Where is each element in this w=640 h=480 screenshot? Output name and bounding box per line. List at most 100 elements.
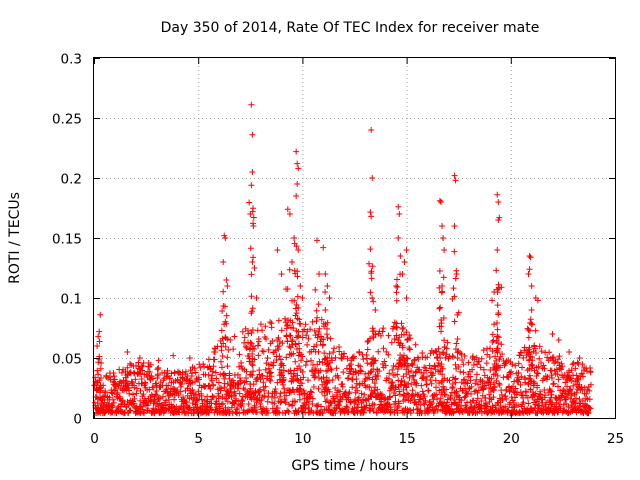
data-point [252,387,259,394]
data-point [535,370,542,377]
data-point [403,247,410,253]
data-point [143,399,150,406]
data-point [525,326,532,333]
data-point [403,295,410,301]
data-point [309,395,316,402]
data-point [289,375,296,382]
x-tick-label: 15 [399,431,416,447]
data-point [379,328,386,335]
data-point [140,360,147,367]
data-point [548,388,555,395]
data-point [258,396,265,403]
data-point [433,391,440,398]
data-point [440,235,447,241]
data-point [96,338,103,345]
data-point [219,308,226,315]
data-point [536,355,543,362]
data-point [438,361,445,368]
data-point [324,367,331,374]
data-point [276,376,283,383]
data-point [393,289,400,296]
data-point [256,392,263,399]
data-point [245,327,252,334]
data-point [435,345,442,352]
data-point [406,332,413,339]
data-point [95,359,102,366]
data-point [440,315,447,322]
data-point [360,409,367,416]
data-point [283,354,290,361]
data-point [219,400,226,407]
data-point [405,391,412,398]
data-point [349,376,356,383]
data-point [171,396,178,403]
data-point [424,354,431,361]
data-point [503,395,510,402]
data-point [360,356,367,363]
data-point [586,396,593,403]
y-axis-label: ROTI / TECUs [7,192,23,284]
data-point [396,388,403,395]
data-point [424,373,431,380]
data-point [550,380,557,387]
data-point [165,382,172,389]
data-point [427,377,434,384]
data-point [490,379,497,386]
data-point [443,351,450,358]
data-point [354,387,361,394]
data-point [308,389,315,396]
data-point [215,379,222,386]
data-point [286,389,293,396]
data-point [378,405,385,412]
data-point [490,337,497,344]
data-point [98,359,105,366]
data-point [247,381,254,388]
data-point [267,319,274,326]
data-point [396,342,403,349]
data-point [437,304,444,311]
data-point [282,315,289,322]
data-point [381,358,388,365]
data-point [366,384,373,391]
data-point [409,362,416,369]
data-point [534,384,541,391]
data-point [186,355,193,361]
data-point [223,312,230,319]
data-point [226,370,233,377]
data-point [453,267,460,274]
data-point [243,378,250,385]
data-point [455,363,462,370]
data-point [276,393,283,400]
data-point [456,409,463,416]
data-point [324,319,331,326]
data-point [453,340,460,347]
data-point [283,333,290,340]
data-point [298,380,305,387]
data-point [403,390,410,397]
data-point [467,377,474,384]
data-point [407,335,414,342]
data-point [450,374,457,381]
data-point [324,334,331,341]
y-tick-label: 0.3 [61,52,82,68]
data-point [546,349,553,356]
data-point [329,376,336,383]
data-point [307,326,314,333]
data-point [255,388,262,395]
data-point [407,410,414,417]
data-point [528,283,535,289]
data-point [548,401,555,408]
data-point [370,333,377,340]
data-point [280,367,287,374]
data-point [380,345,387,352]
data-point [277,399,284,406]
data-point [291,267,298,274]
data-point [210,394,217,401]
data-point [510,388,517,395]
data-point [393,276,400,283]
data-point [376,368,383,375]
data-point [356,349,363,356]
data-point [287,367,294,374]
data-point [367,369,374,376]
data-point [283,322,290,329]
